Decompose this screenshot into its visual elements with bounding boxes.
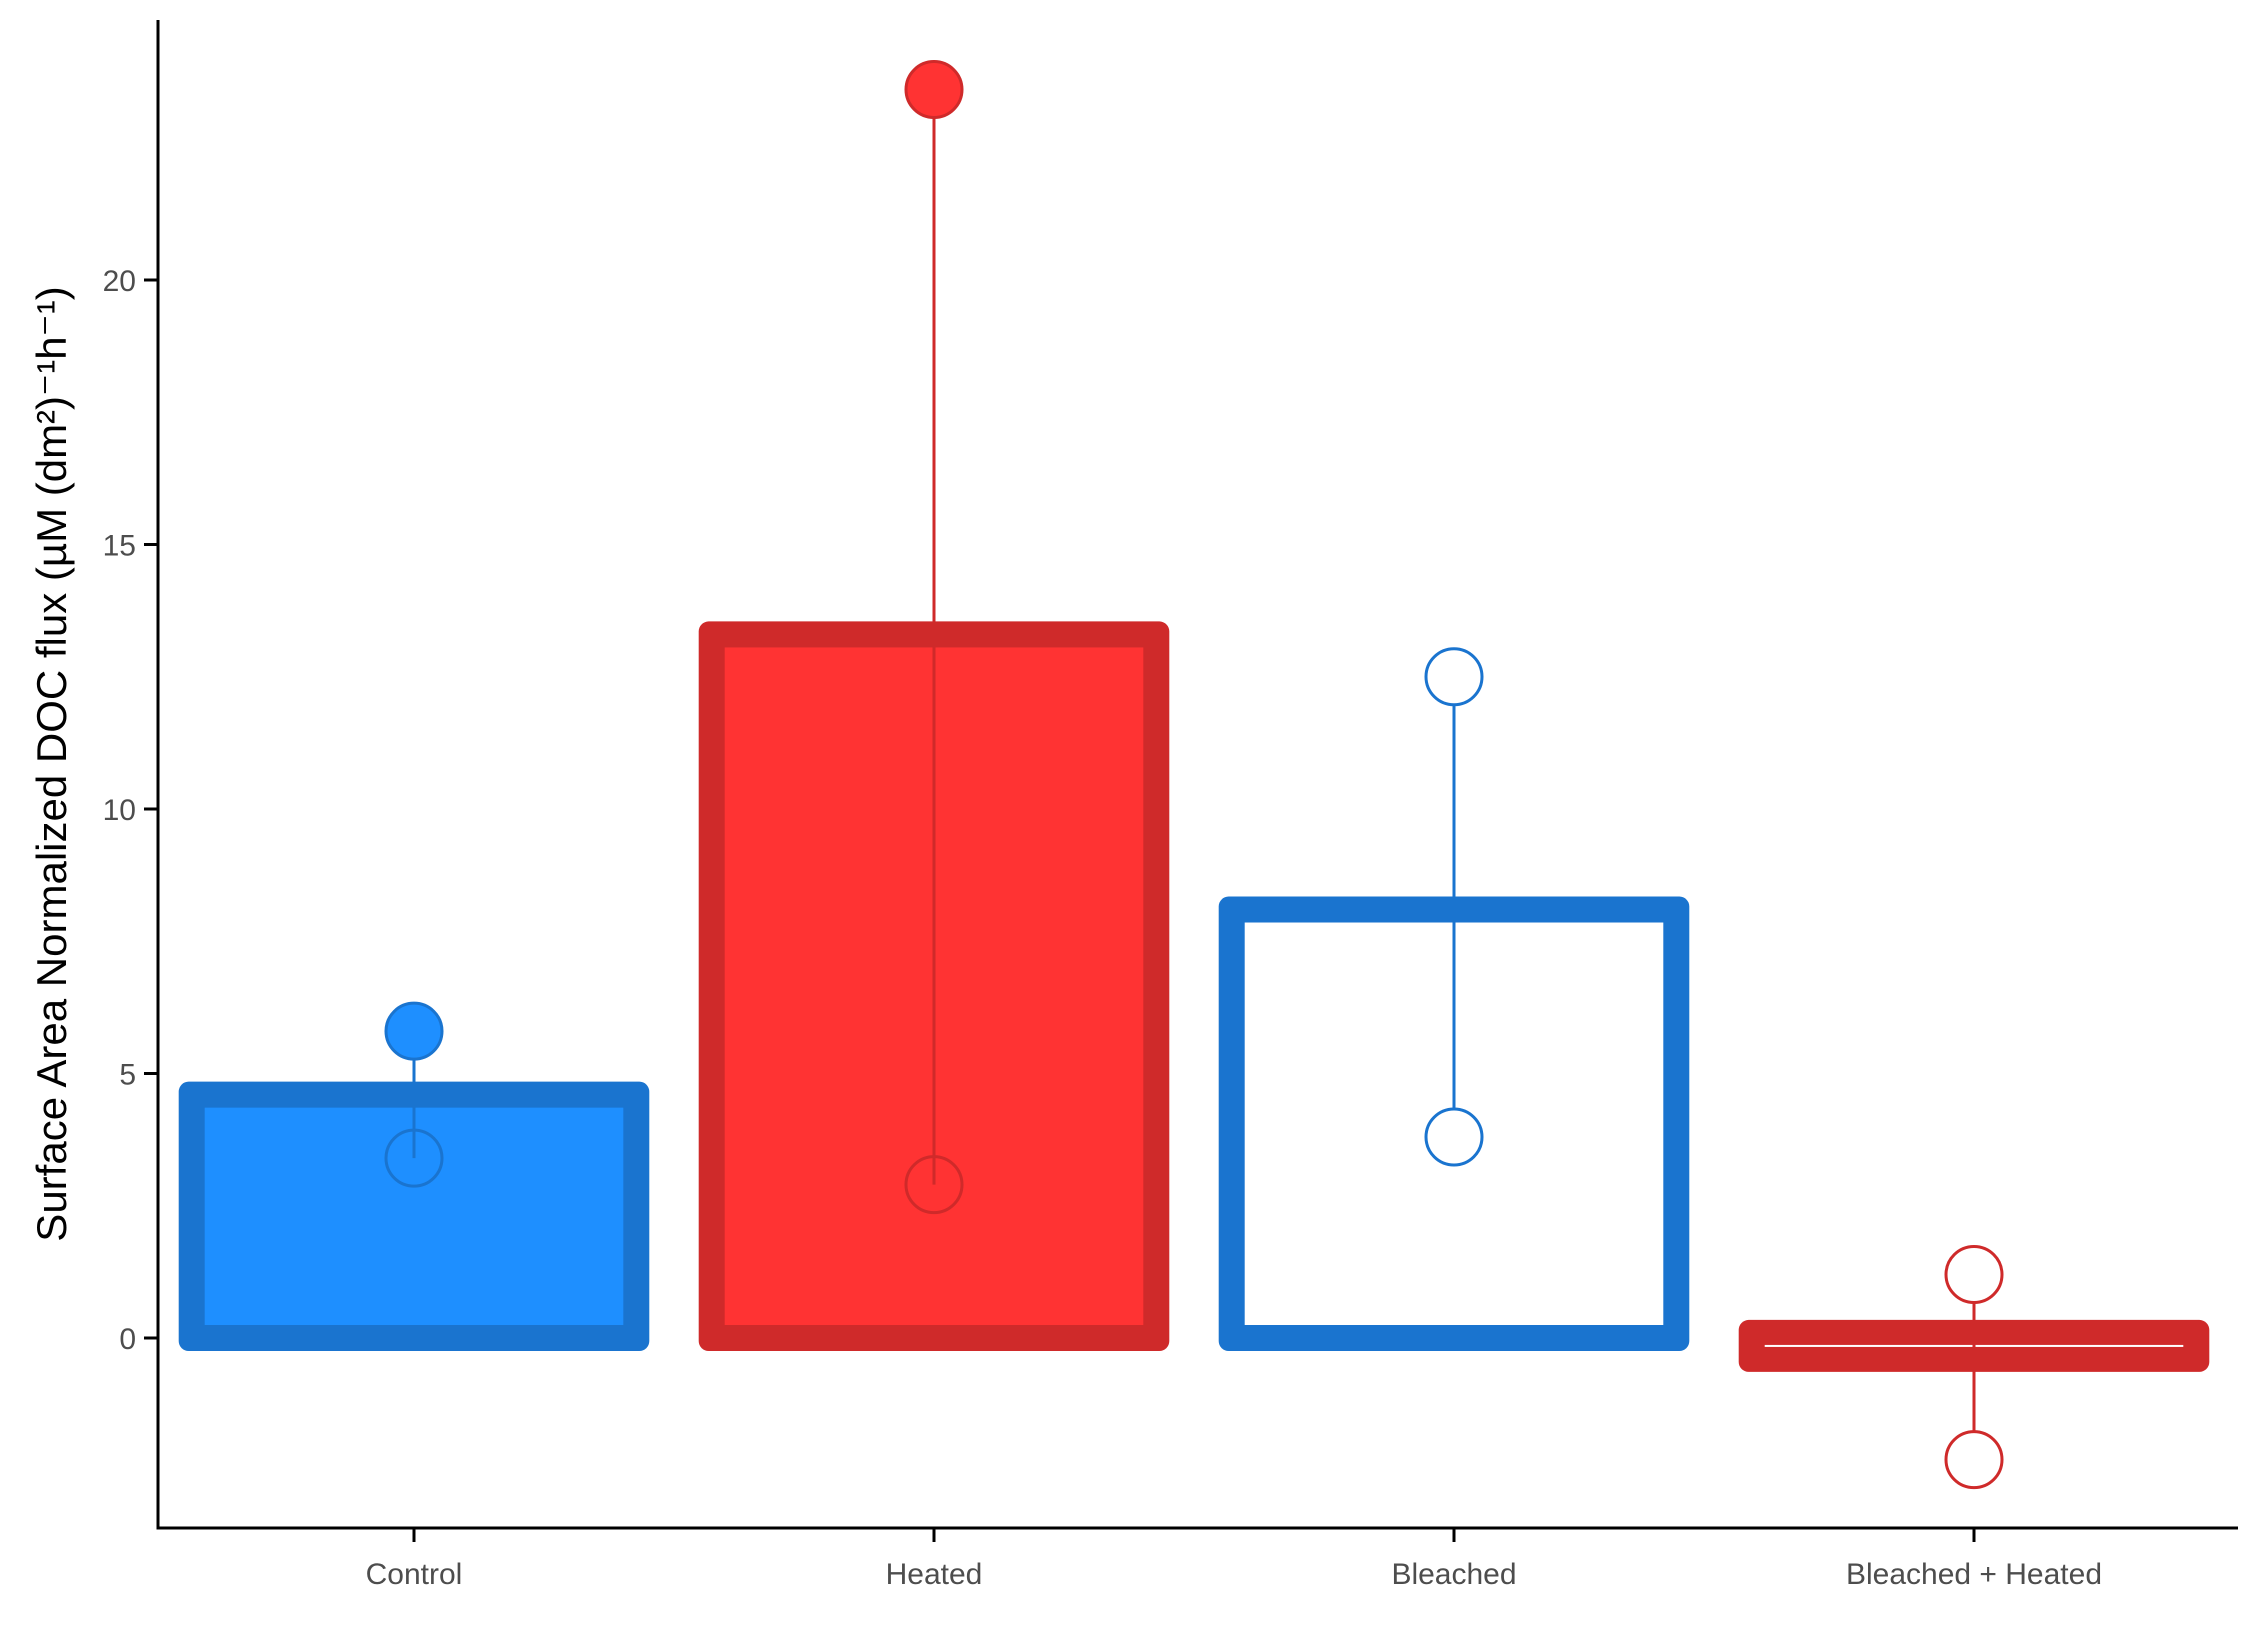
y-tick-label: 5	[119, 1059, 136, 1092]
error-low-point-control	[384, 1128, 444, 1188]
error-high-point-heated	[904, 60, 964, 120]
x-tick-label: Bleached	[1391, 1558, 1516, 1591]
y-tick-label: 10	[103, 794, 136, 827]
axes-layer	[156, 20, 2238, 1530]
y-tick-label: 20	[103, 265, 136, 298]
y-tick-label: 0	[119, 1323, 136, 1356]
y-tick-label: 15	[103, 530, 136, 563]
y-axis-title: Surface Area Normalized DOC flux (µM (dm…	[28, 286, 75, 1241]
error-high-point-bleached	[1424, 647, 1484, 707]
error-bars-layer	[384, 60, 2004, 1490]
bars-layer	[178, 621, 2210, 1372]
error-high-point-bleached-heated	[1944, 1245, 2004, 1305]
error-high-point-control	[384, 1001, 444, 1061]
error-low-point-heated	[904, 1155, 964, 1215]
x-tick-label: Heated	[886, 1558, 983, 1591]
x-tick-label: Bleached + Heated	[1846, 1558, 2102, 1591]
error-low-point-bleached	[1424, 1107, 1484, 1167]
error-low-point-bleached-heated	[1944, 1430, 2004, 1490]
y-ticks: 0 5 10 15 20	[103, 265, 158, 1356]
x-tick-label: Control	[366, 1558, 463, 1591]
x-ticks: Control Heated Bleached Bleached + Heated	[366, 1528, 2102, 1591]
